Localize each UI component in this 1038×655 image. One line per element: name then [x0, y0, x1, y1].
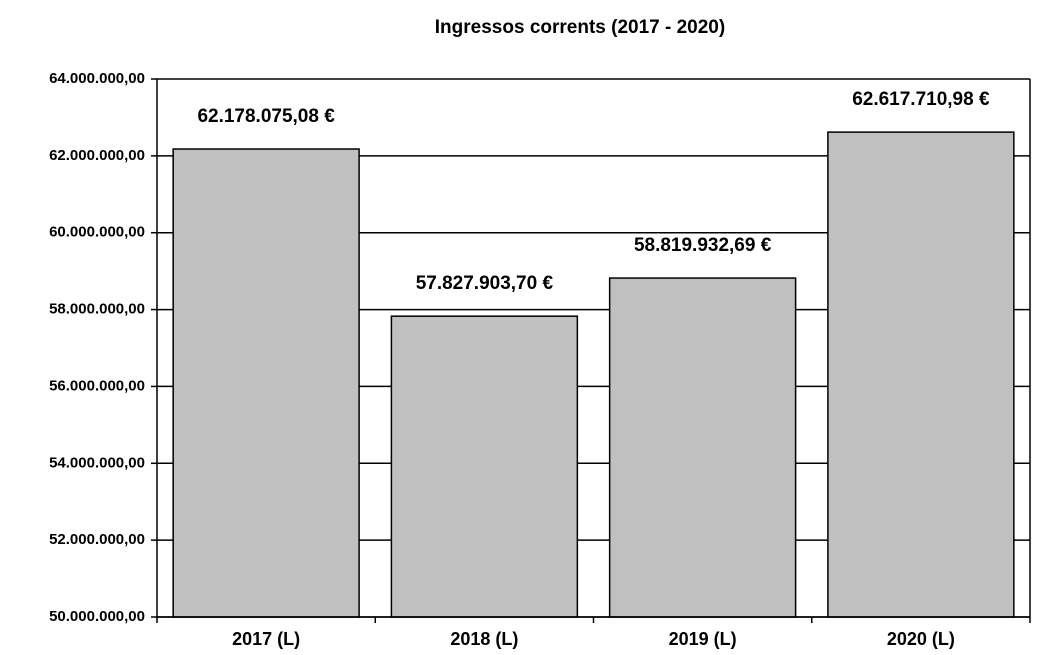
y-tick-label: 52.000.000,00	[49, 531, 145, 548]
bar	[172, 148, 360, 618]
chart-title: Ingressos corrents (2017 - 2020)	[435, 17, 725, 38]
value-label: 57.827.903,70 €	[416, 273, 554, 294]
value-label: 62.617.710,98 €	[852, 89, 990, 110]
value-label: 58.819.932,69 €	[634, 235, 772, 256]
y-tick-label: 64.000.000,00	[49, 70, 145, 87]
y-tick-label: 58.000.000,00	[49, 301, 145, 318]
y-tick-label: 62.000.000,00	[49, 147, 145, 164]
y-tick-label: 50.000.000,00	[49, 608, 145, 625]
bar	[390, 315, 579, 618]
x-tick-label: 2020 (L)	[887, 629, 955, 649]
y-tick-label: 60.000.000,00	[49, 224, 145, 241]
y-tick-label: 56.000.000,00	[49, 377, 145, 394]
x-tick-label: 2017 (L)	[232, 629, 300, 649]
value-label: 62.178.075,08 €	[197, 106, 335, 127]
bar	[827, 131, 1015, 618]
x-tick-label: 2019 (L)	[669, 629, 737, 649]
y-tick-label: 54.000.000,00	[49, 454, 145, 471]
x-tick-label: 2018 (L)	[450, 629, 518, 649]
bar	[608, 277, 797, 618]
